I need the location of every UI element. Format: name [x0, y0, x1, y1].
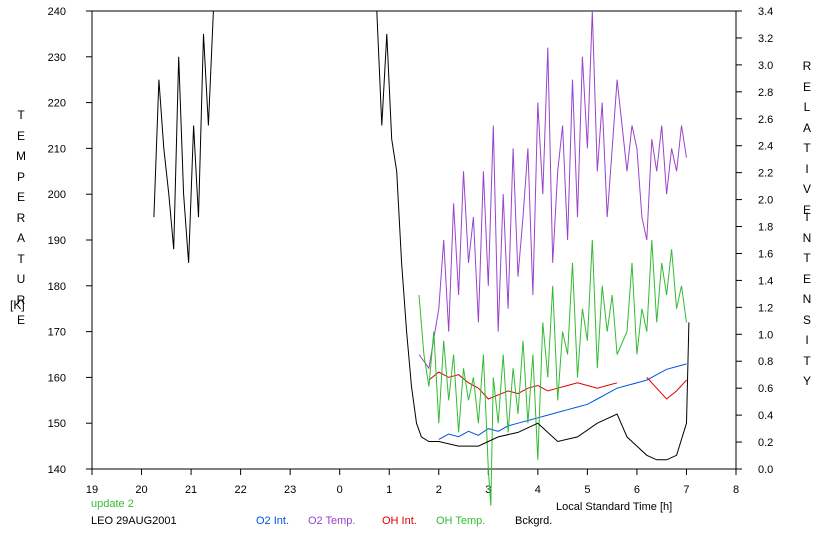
right-tick-label: 0.2 — [758, 437, 773, 449]
x-tick-label: 8 — [733, 484, 739, 496]
axis-label-letter: E — [802, 202, 811, 217]
axis-label-letter: Y — [802, 374, 811, 388]
axis-label-letter: E — [802, 79, 811, 94]
right-tick-label: 1.2 — [758, 302, 773, 314]
left-tick-label: 220 — [48, 98, 66, 110]
axis-label-letter: T — [803, 251, 811, 265]
axis-label-letter: E — [16, 313, 25, 327]
axis-label-letter: L — [803, 100, 811, 114]
x-tick-label: 3 — [485, 484, 491, 496]
x-tick-label: 6 — [634, 484, 640, 496]
left-tick-label: 140 — [48, 464, 66, 476]
axis-label-letter: S — [802, 312, 811, 327]
axis-label-letter: T — [803, 141, 811, 155]
left-tick-label: 190 — [48, 235, 66, 247]
series-oh-temp-line — [418, 239, 687, 506]
axis-label-letter: R — [16, 210, 26, 225]
right-tick-label: 0.4 — [758, 410, 773, 422]
x-tick-label: 7 — [683, 484, 689, 496]
left-tick-label: 230 — [48, 52, 66, 64]
axis-label-letter: R — [802, 59, 812, 73]
right-tick-label: 1.0 — [758, 329, 773, 341]
left-axis-ticks: 140 150 160 170 180 190 200 210 220 230 240 — [48, 6, 92, 476]
axis-label-letter: V — [802, 182, 811, 196]
x-tick-label: 21 — [185, 484, 197, 496]
axis-label-letter: T — [803, 353, 811, 368]
axis-label-letter: E — [802, 271, 811, 286]
x-tick-label: 2 — [436, 484, 442, 496]
left-tick-label: 150 — [48, 418, 66, 430]
right-tick-label: 1.6 — [758, 248, 773, 260]
axis-label-letter: N — [802, 292, 812, 306]
axis-label-letter: P — [16, 169, 25, 184]
legend-entry-bckgrd: Bckgrd. — [515, 515, 553, 527]
legend-entry-o2-int: O2 Int. — [256, 515, 290, 527]
left-tick-label: 170 — [48, 327, 66, 339]
right-tick-label: 2.4 — [758, 141, 773, 153]
left-tick-label: 180 — [48, 281, 66, 293]
right-tick-label: 1.8 — [758, 222, 773, 234]
plot-frame — [91, 10, 737, 470]
axis-label-letter: E — [16, 128, 25, 143]
left-tick-label: 210 — [48, 143, 66, 155]
x-tick-label: 0 — [337, 484, 343, 496]
right-tick-label: 0.0 — [758, 464, 773, 476]
right-tick-label: 3.2 — [758, 33, 773, 45]
right-tick-label: 0.8 — [758, 356, 773, 368]
station-label: LEO 29AUG2001 — [91, 515, 177, 527]
right-tick-label: 2.6 — [758, 114, 773, 126]
left-axis-unit: [K] — [10, 298, 25, 312]
series-bckgrd-line-2 — [376, 10, 690, 461]
axis-label-letter: E — [16, 190, 25, 204]
x-axis-label: Local Standard Time [h] — [556, 501, 673, 513]
left-tick-label: 160 — [48, 372, 66, 384]
axis-label-letter: A — [16, 231, 25, 245]
legend-entry-o2-temp: O2 Temp. — [308, 515, 356, 527]
series-oh-int-line — [428, 371, 687, 400]
series-bckgrd-line-1 — [153, 10, 214, 263]
axis-label-letter: I — [805, 161, 809, 176]
axis-label-letter: U — [16, 272, 26, 286]
right-tick-label: 0.6 — [758, 383, 773, 395]
left-tick-label: 200 — [48, 189, 66, 201]
x-axis-ticks: 19 20 21 22 23 0 1 2 3 4 5 6 7 8 — [86, 469, 739, 496]
axis-label-letter: T — [17, 108, 25, 122]
axis-label-letter: A — [802, 120, 811, 135]
axis-label-letter: I — [805, 210, 809, 224]
left-tick-label: 240 — [48, 6, 66, 18]
x-tick-label: 5 — [584, 484, 590, 496]
axis-label-letter: N — [802, 230, 812, 245]
x-tick-label: 1 — [386, 484, 392, 496]
series-lines — [153, 10, 690, 506]
right-tick-label: 3.0 — [758, 60, 773, 72]
series-o2-temp-line — [418, 10, 687, 370]
right-tick-label: 2.8 — [758, 87, 773, 99]
legend-entry-oh-temp: OH Temp. — [436, 515, 486, 527]
legend-entry-oh-int: OH Int. — [382, 515, 417, 527]
right-tick-label: 1.4 — [758, 275, 773, 287]
right-tick-label: 2.2 — [758, 168, 773, 180]
axis-label-letter: T — [17, 251, 25, 266]
right-axis-ticks: 0.0 0.2 0.4 0.6 0.8 1.0 1.2 1.4 1.6 1.8 2.0 2.2 2.4 2… — [736, 6, 773, 476]
right-tick-label: 3.4 — [758, 6, 773, 18]
axis-label-letter: M — [16, 149, 26, 163]
right-tick-label: 2.0 — [758, 195, 773, 207]
update-annotation: update 2 — [91, 498, 134, 510]
axis-label-letter: I — [805, 333, 809, 347]
x-tick-label: 4 — [535, 484, 541, 496]
x-tick-label: 19 — [86, 484, 98, 496]
x-tick-label: 22 — [234, 484, 246, 496]
axis-label-letter: R — [16, 292, 26, 307]
x-tick-label: 20 — [135, 484, 147, 496]
x-tick-label: 23 — [284, 484, 296, 496]
